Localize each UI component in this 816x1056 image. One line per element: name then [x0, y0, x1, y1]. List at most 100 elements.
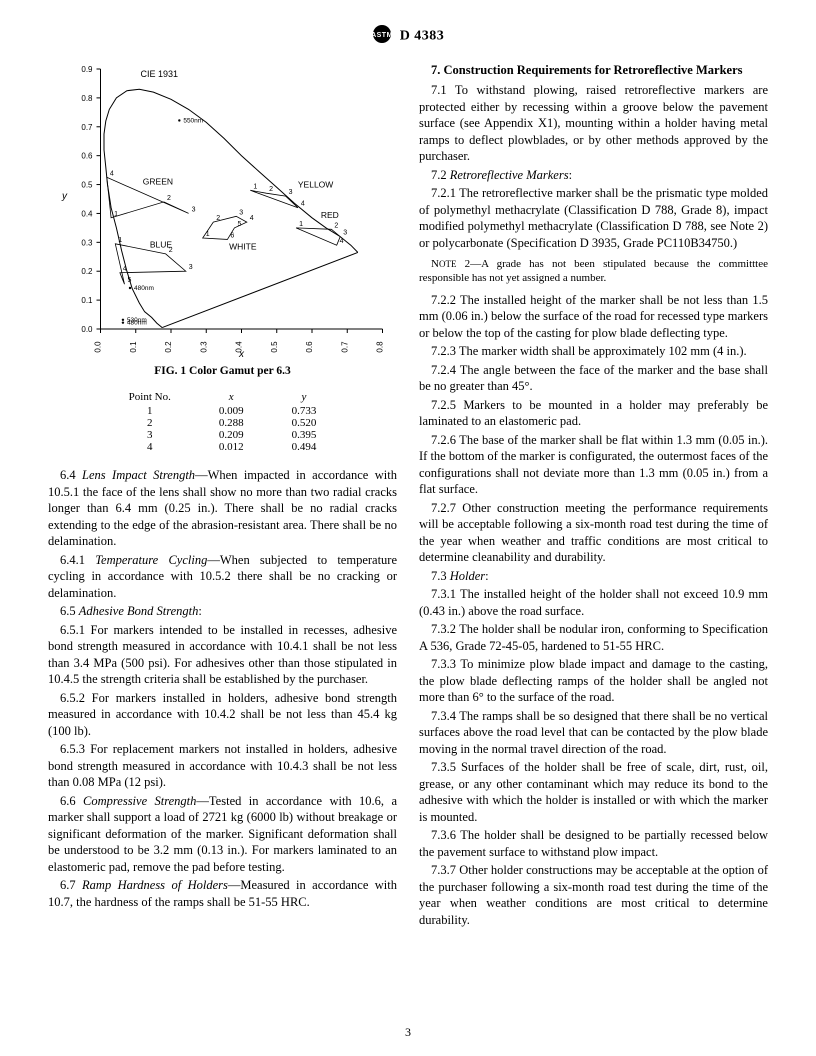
para-7-2-2: 7.2.2 The installed height of the marker…	[419, 292, 768, 342]
section-7-heading: 7. Construction Requirements for Retrore…	[431, 63, 768, 78]
para-7-3-3: 7.3.3 To minimize plow blade impact and …	[419, 656, 768, 706]
svg-text:1: 1	[299, 221, 303, 228]
chart-caption: FIG. 1 Color Gamut per 6.3	[48, 365, 397, 377]
svg-text:0.3: 0.3	[81, 238, 93, 247]
para-7-3-2: 7.3.2 The holder shall be nodular iron, …	[419, 621, 768, 654]
cie-chart: 0.00.10.20.30.40.50.60.70.80.00.10.20.30…	[48, 59, 397, 359]
para-7-2-1: 7.2.1 The retroreflective marker shall b…	[419, 185, 768, 251]
svg-text:5: 5	[237, 221, 241, 228]
svg-text:2: 2	[216, 215, 220, 222]
svg-text:2: 2	[269, 186, 273, 193]
svg-text:0.7: 0.7	[81, 123, 93, 132]
svg-text:6: 6	[230, 232, 234, 239]
svg-text:0.4: 0.4	[81, 209, 93, 218]
table-cell: 0.288	[195, 417, 268, 429]
para-7-2-4: 7.2.4 The angle between the face of the …	[419, 362, 768, 395]
svg-text:1: 1	[118, 237, 122, 244]
para-7-3-5: 7.3.5 Surfaces of the holder shall be fr…	[419, 759, 768, 825]
svg-text:WHITE: WHITE	[229, 242, 257, 252]
svg-text:4: 4	[123, 266, 127, 273]
table-cell: 1	[105, 405, 195, 417]
table-header: Point No.	[105, 391, 195, 405]
svg-text:480nm: 480nm	[127, 320, 147, 327]
svg-text:2: 2	[334, 222, 338, 229]
para-6-5-1: 6.5.1 For markers intended to be install…	[48, 622, 397, 688]
svg-text:3: 3	[192, 206, 196, 213]
page-number: 3	[0, 1025, 816, 1040]
two-column-layout: 0.00.10.20.30.40.50.60.70.80.00.10.20.30…	[48, 59, 768, 930]
svg-text:3: 3	[343, 230, 347, 237]
svg-text:CIE 1931: CIE 1931	[141, 69, 179, 79]
para-6-6: 6.6 Compressive Strength—Tested in accor…	[48, 793, 397, 876]
table-cell: 0.009	[195, 405, 268, 417]
table-cell: 0.733	[268, 405, 341, 417]
left-column: 0.00.10.20.30.40.50.60.70.80.00.10.20.30…	[48, 59, 397, 930]
svg-text:550nm: 550nm	[183, 117, 203, 124]
para-6-7: 6.7 Ramp Hardness of Holders—Measured in…	[48, 877, 397, 910]
svg-text:1: 1	[253, 183, 257, 190]
para-7-3-1: 7.3.1 The installed height of the holder…	[419, 586, 768, 619]
svg-text:480nm: 480nm	[134, 285, 154, 292]
table-row: 30.2090.395	[105, 429, 341, 441]
svg-text:BLUE: BLUE	[150, 240, 173, 250]
table-header: y	[268, 391, 341, 405]
svg-text:GREEN: GREEN	[143, 177, 173, 187]
table-cell: 0.395	[268, 429, 341, 441]
para-6-5-head: 6.5 Adhesive Bond Strength:	[48, 603, 397, 620]
svg-text:1: 1	[114, 211, 118, 218]
svg-text:0.8: 0.8	[376, 341, 385, 353]
svg-text:1: 1	[206, 231, 210, 238]
doc-header: ASTM D 4383	[48, 24, 768, 49]
svg-text:0.1: 0.1	[129, 341, 138, 353]
svg-text:5: 5	[127, 277, 131, 284]
table-cell: 2	[105, 417, 195, 429]
svg-text:0.6: 0.6	[305, 341, 314, 353]
svg-text:0.7: 0.7	[340, 341, 349, 353]
para-7-3-6: 7.3.6 The holder shall be designed to be…	[419, 827, 768, 860]
para-7-2-head: 7.2 Retroreflective Markers:	[419, 167, 768, 184]
para-7-1: 7.1 To withstand plowing, raised retrore…	[419, 82, 768, 165]
svg-text:4: 4	[110, 170, 114, 177]
svg-text:0.1: 0.1	[81, 296, 93, 305]
note-2: NOTE NOTE 2—A grade has not been stipula…	[419, 257, 768, 286]
svg-text:0.9: 0.9	[81, 65, 93, 74]
table-row: 10.0090.733	[105, 405, 341, 417]
doc-designation: D 4383	[400, 29, 445, 44]
svg-text:y: y	[61, 191, 68, 202]
table-header: x	[195, 391, 268, 405]
para-6-5-3: 6.5.3 For replacement markers not instal…	[48, 741, 397, 791]
para-7-3-7: 7.3.7 Other holder constructions may be …	[419, 862, 768, 928]
table-cell: 3	[105, 429, 195, 441]
svg-text:RED: RED	[321, 210, 339, 220]
svg-text:YELLOW: YELLOW	[298, 179, 333, 189]
svg-text:4: 4	[301, 201, 305, 208]
svg-text:0.0: 0.0	[81, 325, 93, 334]
table-row: 20.2880.520	[105, 417, 341, 429]
para-6-5-2: 6.5.2 For markers installed in holders, …	[48, 690, 397, 740]
para-7-2-5: 7.2.5 Markers to be mounted in a holder …	[419, 397, 768, 430]
svg-text:0.6: 0.6	[81, 152, 93, 161]
table-cell: 0.494	[268, 441, 341, 453]
data-table: Point No.xy 10.0090.73320.2880.52030.209…	[105, 391, 341, 453]
svg-text:0.2: 0.2	[81, 267, 93, 276]
para-6-4-1: 6.4.1 Temperature Cycling—When subjected…	[48, 552, 397, 602]
para-7-2-7: 7.2.7 Other construction meeting the per…	[419, 500, 768, 566]
svg-text:4: 4	[250, 215, 254, 222]
para-7-3-head: 7.3 Holder:	[419, 568, 768, 585]
para-7-3-4: 7.3.4 The ramps shall be so designed tha…	[419, 708, 768, 758]
svg-text:x: x	[238, 349, 245, 359]
svg-text:3: 3	[289, 189, 293, 196]
svg-text:0.8: 0.8	[81, 94, 93, 103]
para-6-4: 6.4 Lens Impact Strength—When impacted i…	[48, 467, 397, 550]
svg-text:4: 4	[340, 238, 344, 245]
para-7-2-6: 7.2.6 The base of the marker shall be fl…	[419, 432, 768, 498]
para-7-2-3: 7.2.3 The marker width shall be approxim…	[419, 343, 768, 360]
svg-text:0.2: 0.2	[164, 341, 173, 353]
astm-logo-icon: ASTM	[372, 24, 392, 49]
table-cell: 4	[105, 441, 195, 453]
svg-text:3: 3	[189, 264, 193, 271]
svg-text:0.0: 0.0	[94, 341, 103, 353]
svg-text:0.5: 0.5	[81, 181, 93, 190]
svg-text:ASTM: ASTM	[372, 32, 392, 39]
table-cell: 0.012	[195, 441, 268, 453]
